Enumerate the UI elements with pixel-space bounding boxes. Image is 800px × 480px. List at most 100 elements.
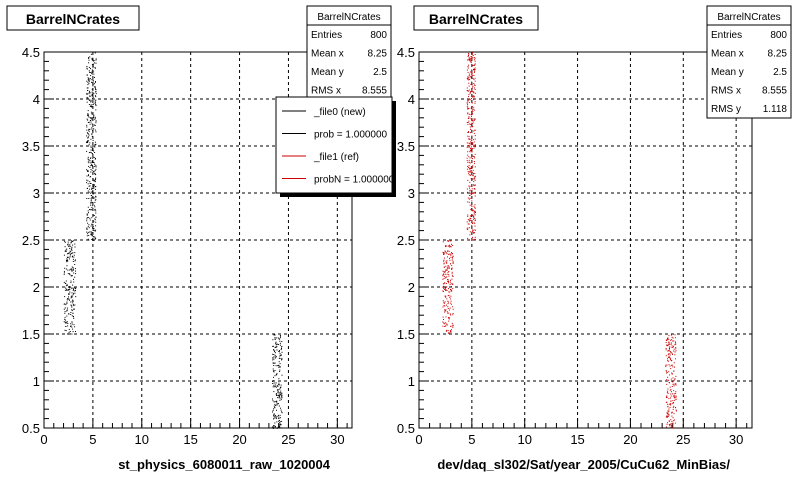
data-point bbox=[469, 126, 471, 128]
data-point bbox=[468, 159, 470, 161]
data-point bbox=[86, 67, 88, 69]
data-point bbox=[466, 157, 468, 159]
data-point bbox=[446, 286, 448, 288]
data-point bbox=[278, 361, 280, 363]
data-point bbox=[468, 138, 470, 140]
data-point bbox=[73, 317, 75, 319]
data-point bbox=[70, 323, 72, 325]
data-point bbox=[72, 240, 74, 242]
data-point bbox=[89, 95, 90, 97]
data-point bbox=[86, 101, 88, 103]
data-point bbox=[74, 304, 76, 306]
data-point bbox=[675, 342, 677, 344]
data-point bbox=[670, 358, 671, 360]
data-point bbox=[86, 66, 88, 67]
data-point bbox=[65, 304, 67, 306]
data-point bbox=[73, 254, 75, 256]
data-point bbox=[67, 298, 69, 299]
data-point bbox=[472, 86, 474, 88]
data-point bbox=[72, 302, 74, 304]
data-point bbox=[279, 366, 281, 368]
data-point bbox=[443, 290, 444, 292]
data-point bbox=[449, 263, 451, 265]
data-point bbox=[672, 408, 674, 410]
data-point bbox=[94, 52, 96, 54]
data-point bbox=[95, 157, 96, 159]
data-point bbox=[90, 152, 92, 154]
data-point bbox=[94, 129, 96, 131]
data-point bbox=[450, 240, 452, 242]
data-point bbox=[473, 99, 475, 101]
data-point bbox=[69, 256, 71, 258]
data-point bbox=[473, 69, 475, 71]
data-point bbox=[91, 135, 93, 137]
data-point bbox=[665, 340, 667, 341]
data-point bbox=[443, 252, 445, 254]
data-point bbox=[444, 287, 446, 289]
data-point bbox=[88, 159, 90, 161]
data-point bbox=[473, 145, 475, 147]
chart-title-box bbox=[6, 5, 140, 31]
data-point bbox=[471, 115, 472, 117]
data-point bbox=[275, 386, 277, 388]
data-point bbox=[90, 75, 92, 77]
data-point bbox=[443, 262, 445, 264]
data-point bbox=[446, 269, 448, 271]
data-point bbox=[668, 424, 670, 425]
data-point bbox=[467, 168, 469, 170]
data-point bbox=[472, 96, 474, 98]
data-point bbox=[672, 337, 674, 339]
data-point bbox=[674, 341, 676, 343]
data-point bbox=[278, 395, 280, 397]
data-point bbox=[668, 364, 670, 366]
data-point bbox=[447, 240, 448, 242]
data-point bbox=[672, 383, 674, 385]
data-point bbox=[93, 170, 95, 172]
data-point bbox=[273, 384, 275, 386]
data-point bbox=[275, 425, 276, 427]
data-point bbox=[668, 379, 670, 381]
data-point bbox=[280, 390, 282, 392]
data-point bbox=[95, 96, 97, 98]
data-point bbox=[469, 92, 471, 94]
data-point bbox=[470, 191, 472, 193]
data-point bbox=[667, 380, 669, 382]
data-point bbox=[74, 290, 76, 292]
data-point bbox=[452, 325, 454, 327]
stats-value: 8.25 bbox=[768, 49, 788, 60]
data-point bbox=[72, 267, 74, 269]
data-point bbox=[471, 224, 473, 226]
data-point bbox=[274, 403, 276, 405]
data-point bbox=[450, 295, 452, 297]
data-point bbox=[91, 88, 93, 90]
data-point bbox=[90, 176, 92, 178]
data-point bbox=[671, 336, 673, 338]
data-point bbox=[470, 114, 472, 116]
data-point bbox=[278, 391, 279, 393]
data-point bbox=[73, 324, 75, 326]
data-point bbox=[673, 405, 675, 407]
data-point bbox=[473, 84, 475, 86]
data-point bbox=[66, 284, 68, 286]
data-point bbox=[93, 115, 95, 117]
data-point bbox=[279, 335, 281, 336]
data-point bbox=[91, 81, 92, 83]
data-point bbox=[90, 231, 92, 233]
y-tick-label: 2.5 bbox=[22, 233, 40, 248]
data-point bbox=[471, 108, 473, 110]
data-point bbox=[66, 258, 68, 260]
data-point bbox=[672, 340, 674, 342]
data-point bbox=[92, 226, 94, 227]
data-point bbox=[675, 392, 677, 394]
data-point bbox=[95, 131, 97, 133]
data-point bbox=[449, 244, 450, 246]
data-point bbox=[472, 91, 474, 93]
data-point bbox=[278, 418, 280, 420]
data-point bbox=[672, 422, 674, 424]
data-point bbox=[473, 107, 475, 109]
data-point bbox=[64, 329, 66, 331]
data-point bbox=[470, 194, 472, 195]
data-point bbox=[446, 262, 448, 264]
data-point bbox=[272, 359, 274, 361]
data-point bbox=[467, 66, 469, 68]
